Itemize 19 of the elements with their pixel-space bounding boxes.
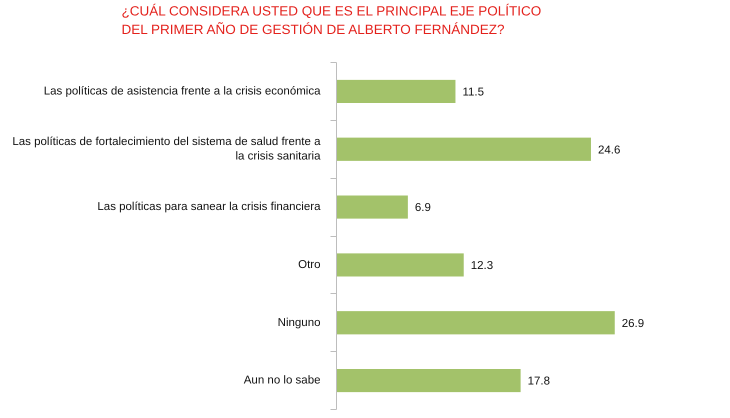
y-tick-label: Ninguno [278, 316, 321, 329]
y-tick-label: Las políticas de fortalecimiento del sistema de salud frente a la crisis sanitaria [12, 136, 322, 162]
y-tick-label: Aun no lo sabe [244, 374, 321, 387]
y-tick-label: Las políticas para sanear la crisis financiera [97, 201, 322, 214]
data-label: 17.8 [528, 376, 550, 388]
bar [336, 311, 615, 334]
data-label: 12.3 [470, 260, 494, 272]
y-tick-label: Otro [298, 258, 321, 271]
y-tick-label: Las políticas de asistencia frente a la crisis económica [44, 85, 322, 98]
bar [336, 253, 464, 276]
data-label: 26.9 [622, 318, 644, 330]
chart-title: ¿CUÁL CONSIDERA USTED QUE ES EL PRINCIPAL EJE POLÍTICO DEL PRIMER AÑO DE GESTIÓN DE ALBERTO FERNÁNDEZ? [121, 3, 542, 37]
data-label: 6.9 [414, 202, 431, 214]
data-label: 11.5 [462, 86, 484, 98]
data-label: 24.6 [598, 144, 620, 156]
bar [336, 80, 456, 103]
bar [336, 369, 521, 392]
bar [336, 196, 408, 219]
bar [336, 138, 591, 161]
